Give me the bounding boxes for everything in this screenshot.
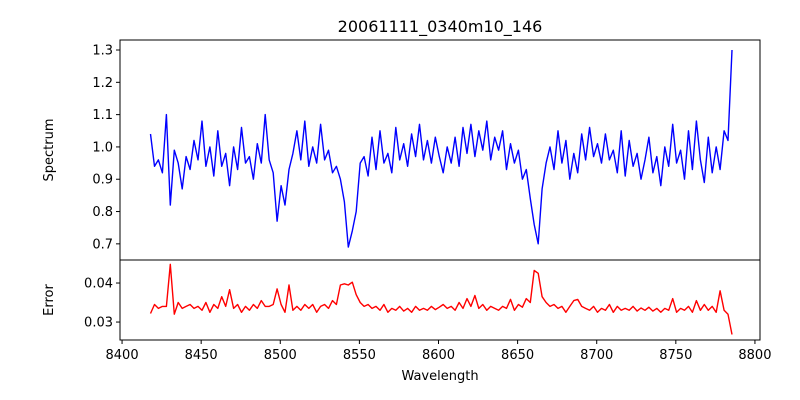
y-tick-label: 0.03 [84,316,113,331]
y-tick-label: 1.0 [92,140,113,155]
y-tick-label: 0.7 [92,237,113,252]
x-axis-label: Wavelength [401,369,478,384]
chart-title: 20061111_0340m10_146 [338,17,543,37]
x-tick-label: 8550 [343,348,376,363]
x-tick-label: 8800 [738,348,771,363]
x-tick-label: 8500 [264,348,297,363]
x-tick-label: 8750 [659,348,692,363]
spectrum-line [149,49,733,248]
y-axis-label-spectrum: Spectrum [42,119,57,182]
x-tick-label: 8450 [185,348,218,363]
error-line [149,263,733,335]
x-tick-label: 8700 [580,348,613,363]
y-tick-label: 0.9 [92,173,113,188]
x-tick-label: 8650 [501,348,534,363]
y-tick-label: 0.8 [92,205,113,220]
y-axis-label-error: Error [42,284,57,316]
error-axes-frame [119,259,761,341]
y-tick-label: 1.3 [92,44,113,59]
x-tick-label: 8600 [422,348,455,363]
y-tick-label: 1.1 [92,108,113,123]
y-tick-label: 0.04 [84,277,113,292]
x-tick-label: 8400 [106,348,139,363]
y-tick-label: 1.2 [92,76,113,91]
